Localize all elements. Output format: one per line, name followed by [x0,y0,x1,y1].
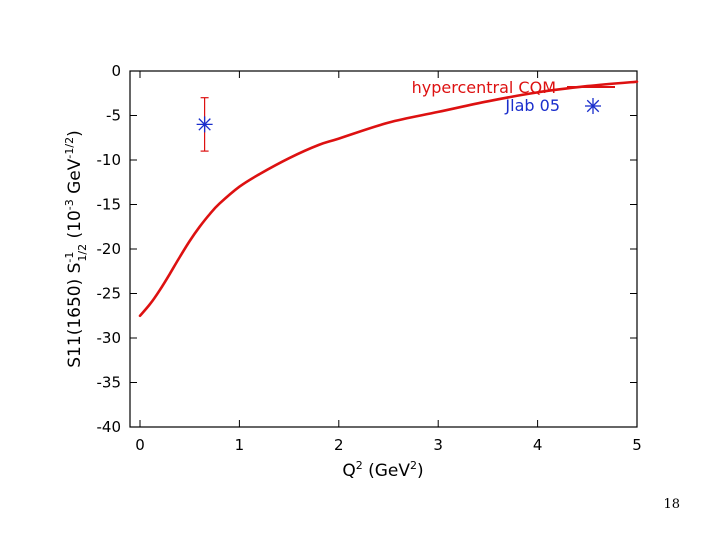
x-axis-label-unit: (GeV [363,461,411,481]
y-tick-label-6: -30 [97,329,122,347]
y-axis-label-sup-3: -1/2 [63,137,76,159]
y-tick-label-1: -5 [106,107,121,125]
y-axis-label-part-1: S11(1650) S [65,263,85,368]
x-axis-label-sup: 2 [356,459,363,472]
x-tick-label-1: 1 [235,436,245,454]
y-tick-label-4: -20 [97,240,122,258]
y-tick-label-5: -25 [97,285,122,303]
x-tick-label-5: 5 [632,436,642,454]
series-layer [138,80,639,318]
y-tick-label-3: -15 [97,196,122,214]
y-axis-label-part-4: ) [65,130,85,137]
y-axis-label-part-2: (10 [65,210,85,244]
x-axis-label: Q2 (GeV2) [342,459,423,481]
y-axis-label-sub-1: 1/2 [76,244,89,262]
y-axis-label-sup-1: -1 [63,252,76,263]
x-axis-label-base: Q [342,461,355,481]
x-tick-label-4: 4 [533,436,543,454]
y-tick-label-7: -35 [97,374,122,392]
y-axis-label: S11(1650) S-11/2 (10-3 GeV-1/2) [63,130,89,367]
y-tick-label-8: -40 [97,418,122,436]
y-tick-label-2: -10 [97,151,122,169]
series-points-jlab-05 [196,97,213,152]
legend: hypercentral CQM Jlab 05 [412,78,615,115]
legend-swatch-jlab-05 [585,98,601,114]
series-line-hypercentral-cqm [138,80,639,318]
x-axis-ticks: 0 1 2 3 4 5 [135,71,642,454]
y-axis-label-sup-2: -3 [63,199,76,210]
y-axis-label-part-3: GeV [65,158,85,199]
legend-marker-star [585,98,601,114]
y-tick-label-0: 0 [111,62,121,80]
x-tick-label-2: 2 [334,436,344,454]
x-axis-label-close: ) [417,461,424,481]
page-number: 18 [663,497,680,512]
x-axis-label-unit-sup: 2 [410,459,417,472]
x-tick-label-0: 0 [135,436,145,454]
legend-entry-hypercentral-cqm: hypercentral CQM [412,78,556,97]
data-point-0 [196,116,213,133]
y-axis-ticks: 0 -5 -10 -15 -20 -25 -30 -35 -40 [97,62,637,436]
x-tick-label-3: 3 [433,436,443,454]
legend-entry-jlab-05: Jlab 05 [504,96,560,115]
